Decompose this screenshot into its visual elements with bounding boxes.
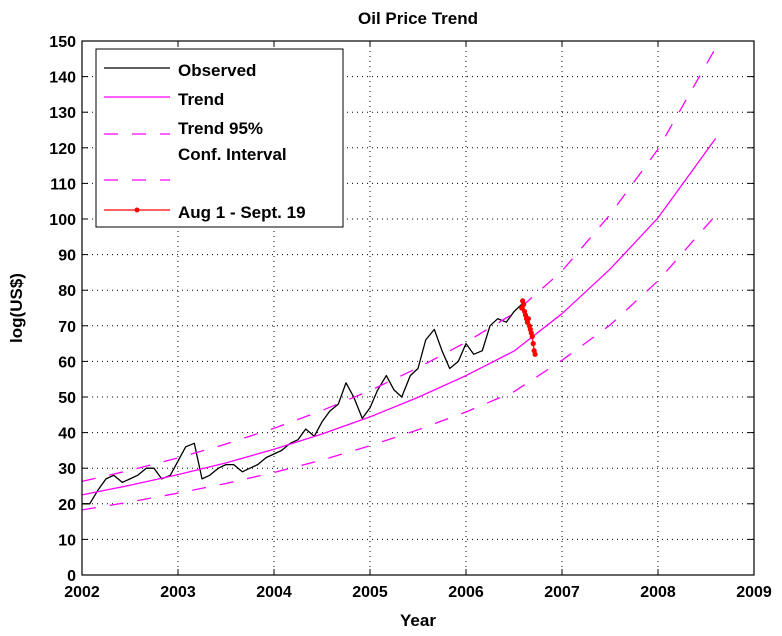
y-tick-label: 30 — [58, 461, 76, 478]
legend-conf-label-line1: Trend 95% — [178, 119, 263, 138]
chart-title: Oil Price Trend — [358, 9, 478, 28]
x-tick-label: 2003 — [160, 584, 196, 601]
x-tick-label: 2006 — [448, 584, 484, 601]
series-point-recent — [532, 351, 538, 357]
x-axis-label: Year — [400, 611, 436, 630]
y-tick-label: 110 — [50, 176, 76, 193]
legend-conf-label-line2: Conf. Interval — [178, 145, 287, 164]
x-tick-label: 2009 — [736, 584, 772, 601]
legend-recent-marker — [134, 207, 140, 213]
series-line-conf-lower — [81, 214, 717, 511]
x-tick-label: 2008 — [640, 584, 676, 601]
y-tick-label: 90 — [58, 248, 76, 265]
x-tick-label: 2004 — [256, 584, 292, 601]
y-tick-label: 0 — [67, 568, 76, 585]
legend: Observed Trend Trend 95% Conf. Interval … — [95, 48, 344, 228]
y-axis-label: log(US$) — [7, 273, 26, 343]
series-layer — [81, 47, 717, 511]
y-tick-label: 70 — [58, 319, 76, 336]
x-tick-label: 2002 — [64, 584, 100, 601]
series-point-recent — [525, 316, 532, 322]
grid-lines — [82, 41, 754, 575]
series-point-recent — [521, 301, 527, 308]
y-tick-label: 40 — [58, 426, 76, 443]
series-line-trend — [81, 138, 717, 496]
x-tick-label: 2007 — [544, 584, 580, 601]
legend-recent-label: Aug 1 - Sept. 19 — [178, 203, 306, 222]
axis-ticks: 2002 2003 2004 2005 2006 2007 2008 2009 0 10 20 30 4… — [49, 34, 772, 601]
series-line-conf-upper — [81, 47, 717, 483]
series-point-recent — [529, 333, 535, 340]
y-tick-label: 120 — [49, 141, 76, 158]
y-tick-label: 80 — [58, 283, 76, 300]
y-tick-label: 10 — [58, 532, 76, 549]
legend-observed-label: Observed — [178, 61, 256, 80]
series-line-observed — [82, 303, 523, 505]
y-tick-label: 20 — [58, 497, 76, 514]
legend-box — [95, 48, 344, 228]
y-tick-label: 140 — [49, 70, 76, 87]
series-point-recent — [530, 341, 536, 347]
plot-area-frame — [81, 40, 755, 576]
x-tick-label: 2005 — [352, 584, 388, 601]
y-tick-label: 60 — [58, 354, 76, 371]
y-tick-label: 50 — [58, 390, 76, 407]
y-tick-label: 100 — [49, 212, 76, 229]
y-tick-label: 150 — [49, 34, 76, 51]
legend-trend-label: Trend — [178, 90, 224, 109]
y-tick-label: 130 — [49, 105, 76, 122]
